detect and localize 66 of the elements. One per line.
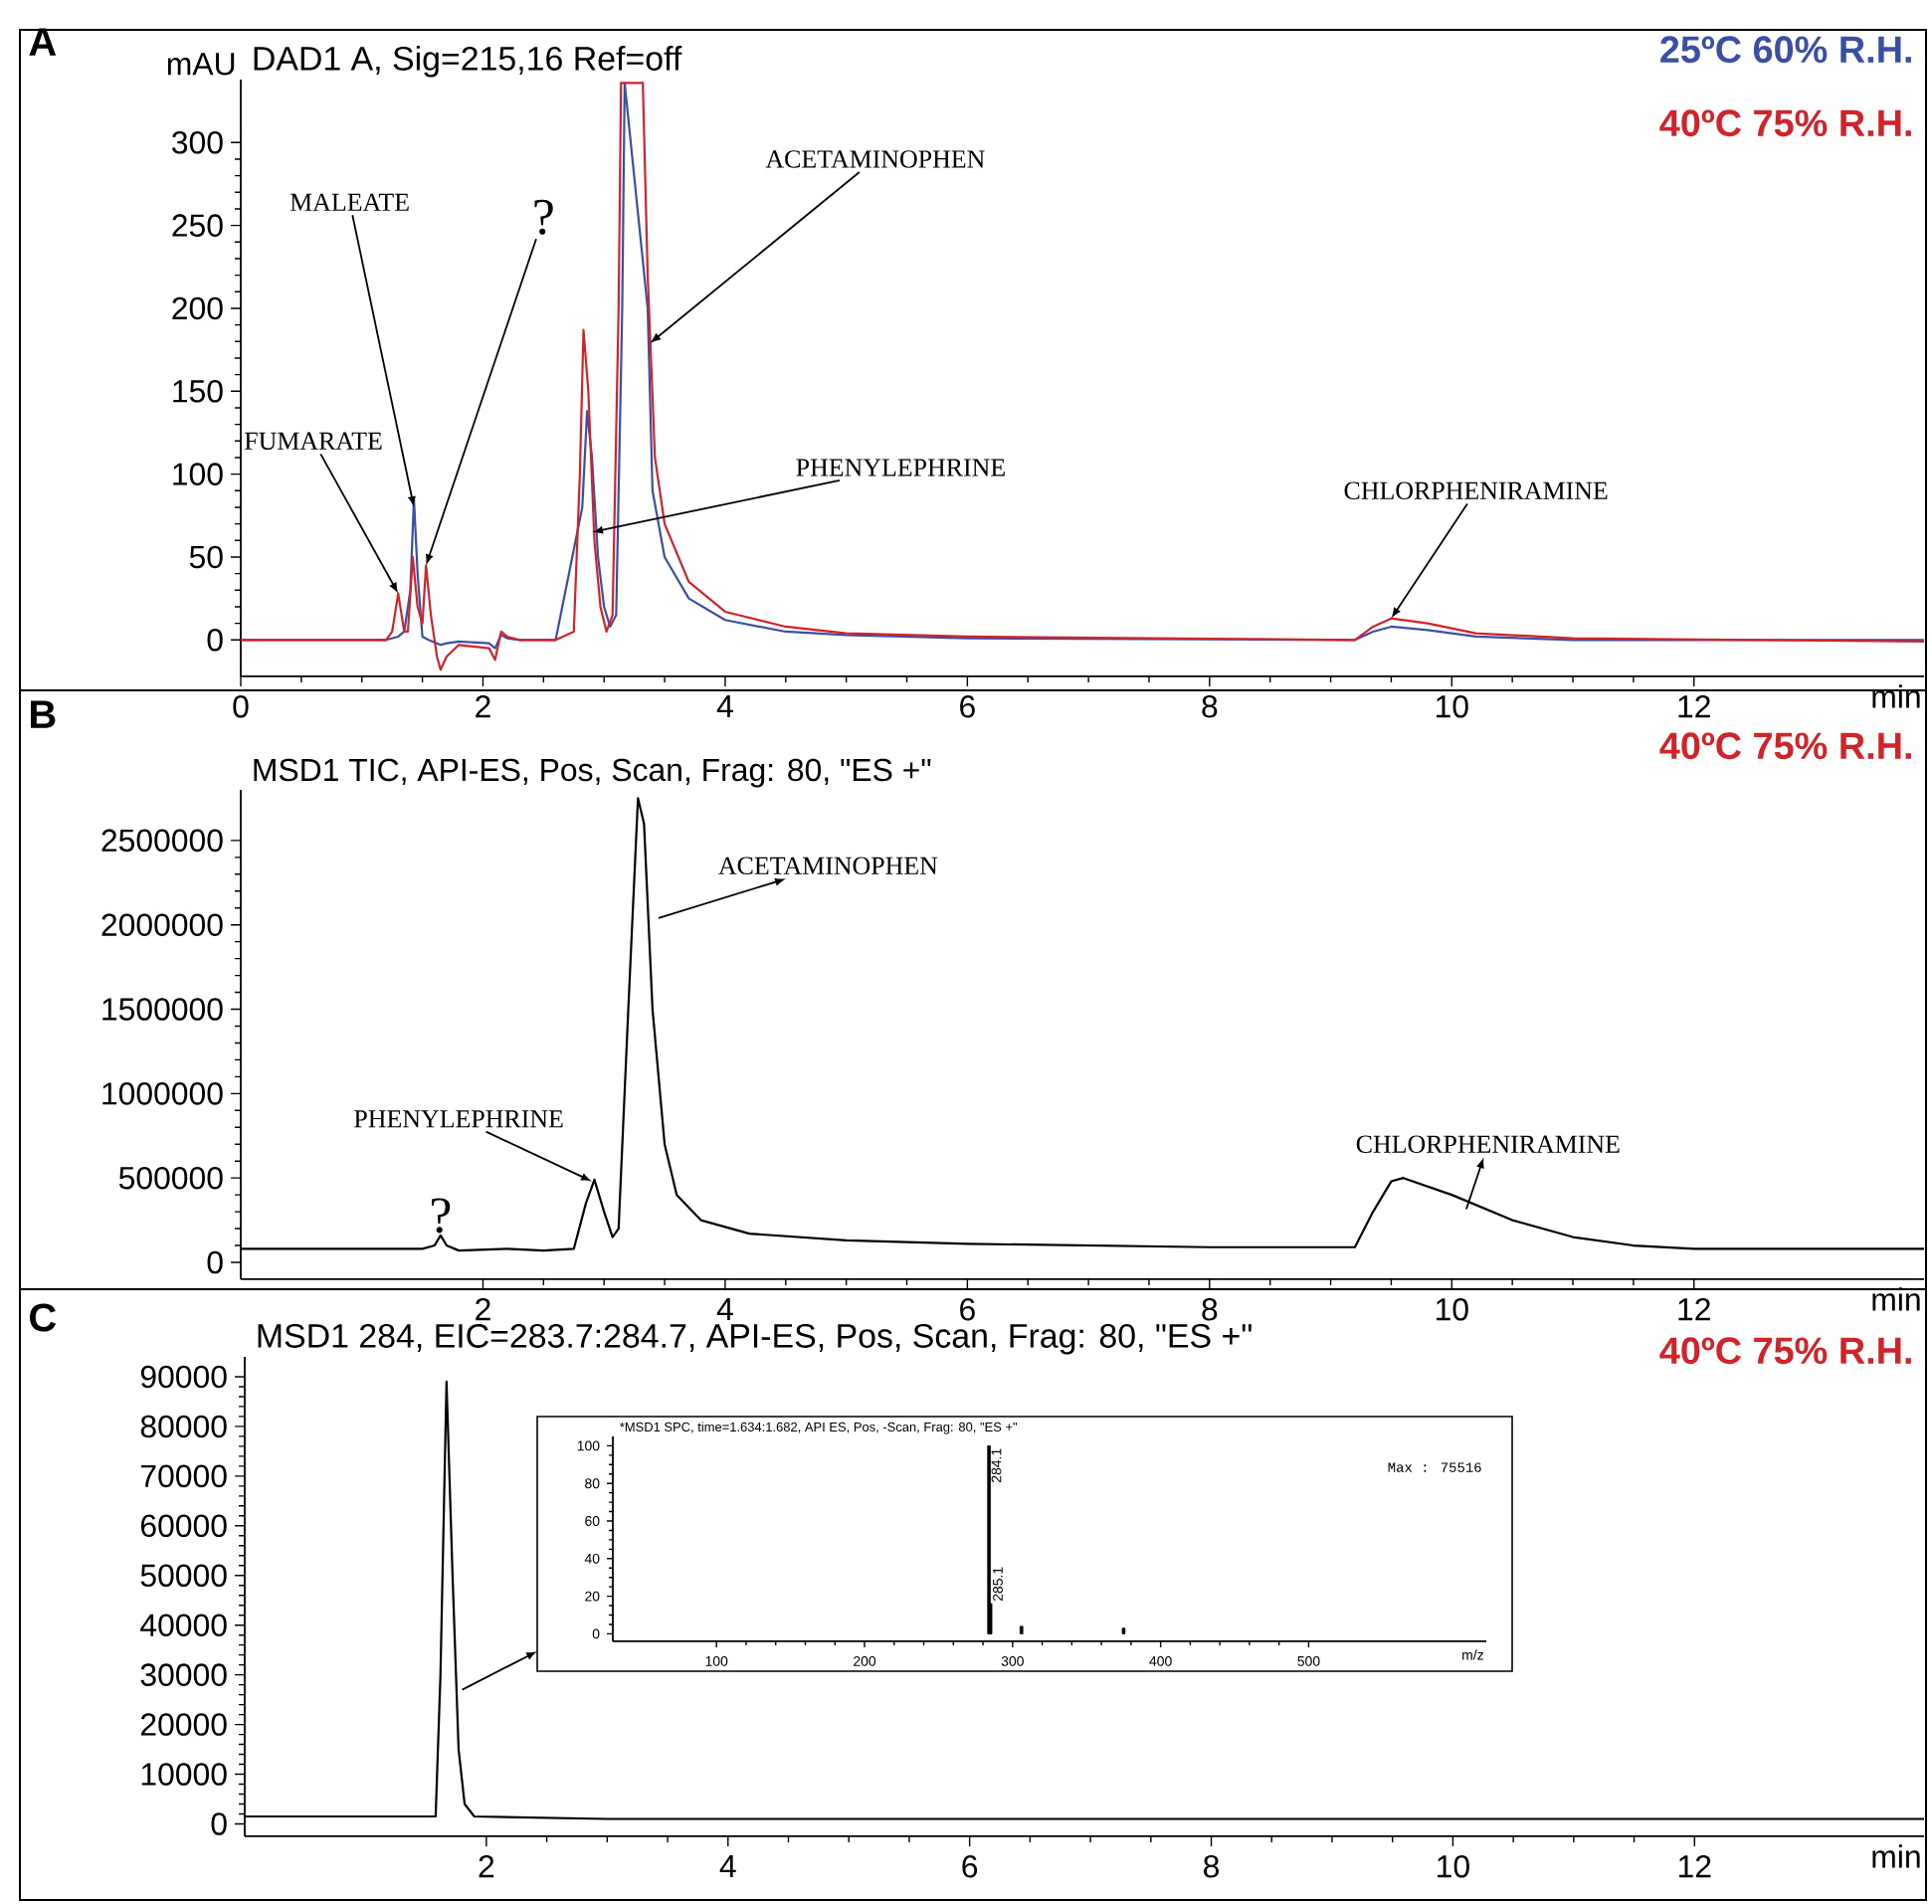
text: A: [29, 28, 57, 56]
x-tick-label: 4: [716, 1297, 733, 1320]
x-tick-label: 2: [476, 694, 490, 718]
annotation: 40ºC 75% R.H.: [1659, 1337, 1911, 1365]
annotation: ?: [534, 199, 553, 235]
y-tick-label: 10000: [141, 1763, 227, 1786]
annotation: CHLORPHENIRAMINE: [1356, 1135, 1620, 1153]
x-tick-label: 12: [1678, 1297, 1710, 1321]
y-tick-label: 70000: [140, 1464, 227, 1488]
annotation: MALEATE: [290, 193, 409, 211]
x-tick-label: 8: [1204, 1854, 1220, 1878]
x-axis-title: min: [1872, 1844, 1920, 1868]
x-tick-label: 12: [1679, 1854, 1711, 1878]
y-tick-label: 0: [207, 629, 223, 652]
annotation: FUMARATE: [245, 432, 382, 450]
x-tick-label: 4: [719, 1854, 736, 1877]
y-tick-label: 2500000: [101, 829, 223, 853]
x-tick-label: 12: [1678, 694, 1710, 718]
annotation: PHENYLEPHRINE: [796, 459, 1005, 476]
x-tick-label: 0: [233, 694, 249, 718]
x-tick-label: 10: [1438, 1854, 1469, 1878]
y-tick-label: 200: [172, 296, 223, 320]
chart-title: MSD1 TIC, API-ES, Pos, Scan, Frag: 80, "ES +": [254, 758, 931, 788]
y-tick-label: 90000: [140, 1365, 227, 1389]
y-tick-label: 30000: [140, 1663, 227, 1686]
chart-title: MSD1 284, EIC=283.7:284.7, API-ES, Pos, Scan, Frag: 80, "ES +": [258, 1323, 1252, 1355]
text: B: [31, 700, 56, 728]
x-tick-label: 6: [962, 1854, 978, 1878]
x-tick-label: 4: [716, 694, 733, 717]
x-axis-title: min: [1872, 684, 1920, 708]
y-tick-label: 50000: [140, 1564, 227, 1588]
y-tick-label: 50: [189, 545, 223, 569]
y-tick-label: 250: [172, 214, 223, 237]
x-tick-label: 8: [1202, 1297, 1218, 1321]
x-tick-label: 6: [960, 1297, 975, 1321]
x-axis-title: min: [1872, 1287, 1920, 1311]
x-tick-label: 2: [479, 1854, 494, 1878]
x-tick-label: 10: [1437, 694, 1468, 718]
y-tick-label: 20000: [140, 1713, 227, 1736]
x-tick-label: 2: [476, 1297, 490, 1321]
y-tick-label: 0: [211, 1812, 227, 1835]
text: C: [30, 1303, 57, 1332]
y-tick-label: 60000: [140, 1514, 227, 1538]
text: 40ºC 75% R.H.: [1659, 109, 1911, 137]
y-tick-label: 1500000: [102, 998, 223, 1021]
y-tick-label: 300: [172, 131, 223, 154]
annotation: ACETAMINOPHEN: [718, 857, 938, 874]
y-axis-title: mAU: [167, 53, 235, 76]
y-tick-label: 40000: [140, 1614, 227, 1636]
x-tick-label: 6: [960, 694, 975, 718]
text: 40ºC 75% R.H.: [1659, 732, 1911, 760]
annotation: PHENYLEPHRINE: [354, 1110, 563, 1128]
annotation: ?: [432, 1198, 451, 1234]
y-tick-label: 500000: [118, 1166, 223, 1190]
y-tick-label: 150: [173, 380, 223, 403]
annotation: CHLORPHENIRAMINE: [1344, 481, 1608, 499]
chart-title: DAD1 A, Sig=215,16 Ref=off: [254, 46, 682, 78]
y-tick-label: 1000000: [102, 1082, 223, 1105]
y-tick-label: 80000: [140, 1415, 227, 1438]
annotation: ACETAMINOPHEN: [765, 150, 985, 168]
y-tick-label: 2000000: [101, 913, 223, 936]
y-tick-label: 100: [173, 463, 223, 485]
x-tick-label: 10: [1436, 1297, 1468, 1321]
y-tick-label: 0: [207, 1250, 223, 1274]
x-tick-label: 8: [1202, 694, 1218, 718]
text: 25ºC 60% R.H.: [1660, 36, 1911, 64]
